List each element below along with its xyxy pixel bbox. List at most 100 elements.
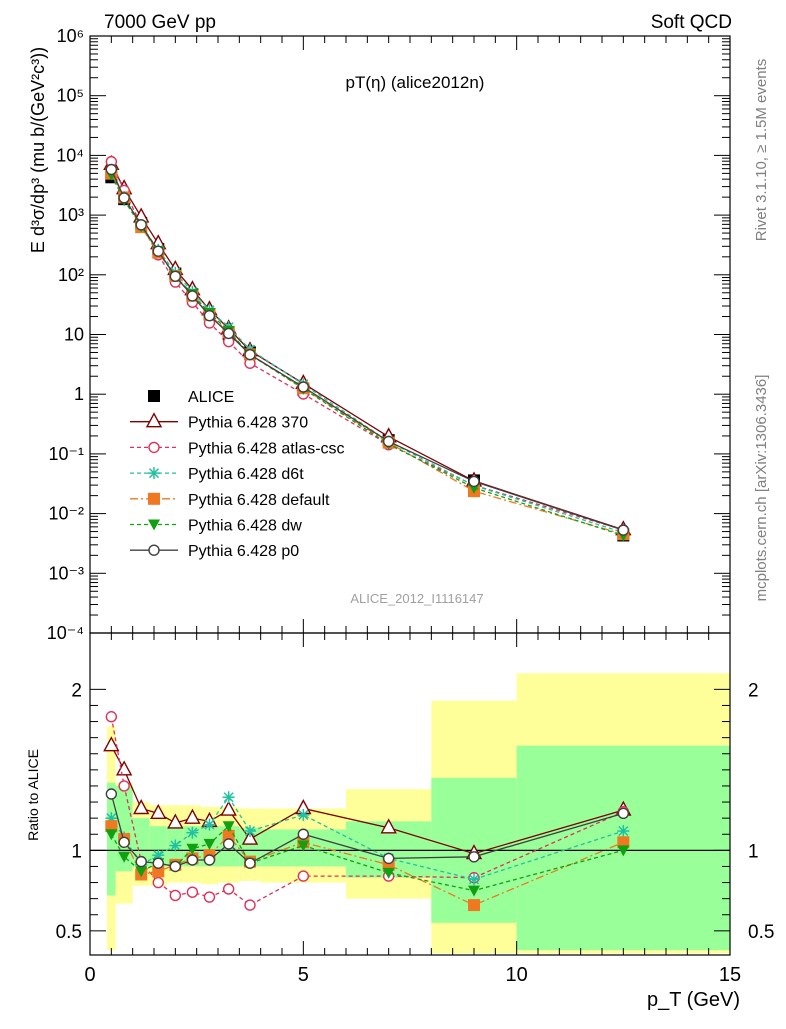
main-frame [89, 35, 731, 634]
main-point-pythia-6-428-p0 [617, 524, 630, 536]
ratio-point-pythia-6-428-dw [135, 866, 148, 878]
ratio-point-pythia-6-428-d6t-stroke [244, 825, 256, 837]
y-tick-label: 10⁻⁴ [47, 623, 84, 643]
ratio-point-pythia-6-428-atlas-csc [244, 899, 256, 911]
ratio-y-tick-label: 1 [71, 841, 82, 862]
main-point-pythia-6-428-p0 [135, 219, 147, 231]
legend-label: Pythia 6.428 dw [188, 518, 302, 535]
ratio-point-pythia-6-428-d6t-stroke [153, 850, 164, 861]
ratio-point-pythia-6-428-p0 [135, 855, 147, 868]
legend-marker [148, 467, 160, 480]
green-band-2 [132, 818, 150, 867]
ratio-point-pythia-6-428-dw [222, 821, 235, 833]
ratio-point-pythia-6-428-dw [118, 851, 131, 863]
legend-marker [148, 492, 160, 505]
ratio-point-pythia-6-428-p0 [468, 851, 480, 863]
ratio-point-pythia-6-428-atlas-csc [297, 870, 310, 882]
ratio-point-pythia-6-428-dw [297, 840, 310, 852]
ratio-uncertainty-bands [90, 673, 730, 954]
main-point-pythia-6-428-p0 [105, 163, 118, 176]
ratio-point-pythia-6-428-p0 [244, 857, 256, 869]
ratio-y-tick-label-right: 1 [748, 841, 759, 862]
main-point-pythia-6-428-p0 [186, 290, 199, 302]
legend-item-pythia-6-428-atlas-csc: Pythia 6.428 atlas-csc [130, 440, 345, 457]
y-tick-label: 10² [58, 265, 84, 285]
ratio-point-pythia-6-428-d6t-stroke [298, 809, 309, 820]
ratio-point-pythia-6-428-p0 [118, 836, 130, 848]
ratio-point-pythia-6-428-370 [167, 813, 184, 829]
x-tick-label: 0 [84, 964, 95, 986]
ratio-point-pythia-6-428-370 [133, 799, 150, 815]
ratio-point-pythia-6-428-default [617, 836, 630, 849]
series-layer [103, 154, 632, 912]
ratio-point-pythia-6-428-p0 [105, 788, 118, 800]
main-point-pythia-6-428-p0 [169, 270, 182, 282]
ratio-point-pythia-6-428-d6t-stroke [204, 819, 215, 830]
header-left: 7000 GeV pp [104, 12, 216, 33]
main-point-pythia-6-428-p0 [297, 381, 310, 393]
ratio-point-pythia-6-428-dw [382, 867, 395, 879]
legend-label: ALICE [188, 389, 234, 406]
ratio-point-pythia-6-428-atlas-csc [152, 876, 164, 889]
ratio-point-pythia-6-428-370 [380, 818, 397, 834]
y-tick-label: 10⁵ [57, 86, 84, 106]
plot-title: pT(η) (alice2012n) [346, 73, 485, 92]
x-tick-label: 10 [506, 964, 528, 986]
ratio-point-pythia-6-428-p0 [186, 854, 199, 866]
ratio-point-pythia-6-428-default [105, 820, 118, 833]
ratio-point-pythia-6-428-p0 [152, 857, 164, 869]
y-tick-label: 10 [64, 325, 84, 345]
y-tick-label: 10⁻¹ [48, 444, 84, 464]
ratio-point-pythia-6-428-dw [186, 843, 199, 855]
legend-marker [148, 390, 160, 402]
ratio-point-pythia-6-428-p0 [169, 860, 182, 873]
y-tick-label: 10⁻³ [48, 563, 84, 583]
y-tick-label: 10⁶ [57, 26, 84, 46]
ratio-point-pythia-6-428-atlas-csc [186, 886, 199, 898]
legend-item-alice: ALICE [148, 389, 234, 406]
ratio-point-pythia-6-428-d6t [222, 791, 235, 804]
ratio-point-pythia-6-428-p0 [203, 854, 216, 866]
legend-marker [148, 519, 160, 531]
x-tick-label: 5 [298, 964, 309, 986]
legend-item-pythia-6-428-d6t: Pythia 6.428 d6t [130, 466, 304, 483]
legend-marker [148, 544, 160, 556]
main-point-pythia-6-428-p0 [118, 192, 130, 204]
ratio-point-pythia-6-428-atlas-csc [118, 780, 130, 792]
ratio-point-pythia-6-428-dw [203, 838, 216, 850]
ratio-point-pythia-6-428-atlas-csc [169, 889, 182, 902]
ratio-point-pythia-6-428-d6t-stroke [468, 874, 480, 885]
ratio-point-pythia-6-428-d6t [203, 818, 216, 831]
analysis-id: ALICE_2012_I1116147 [350, 591, 483, 606]
legend-item-pythia-6-428-p0: Pythia 6.428 p0 [130, 543, 299, 560]
main-point-pythia-6-428-p0 [244, 348, 256, 361]
legend-label: Pythia 6.428 p0 [188, 543, 299, 560]
ratio-y-tick-label: 2 [71, 680, 82, 701]
legend-item-pythia-6-428-dw: Pythia 6.428 dw [130, 518, 302, 535]
main-point-pythia-6-428-p0 [203, 309, 216, 322]
ratio-point-pythia-6-428-p0 [297, 828, 310, 840]
ratio-axes: 0.5 0.5 1 1 2 2 0 5 10 15 [56, 632, 774, 986]
ratio-point-pythia-6-428-d6t [468, 873, 480, 886]
ratio-point-pythia-6-428-d6t-stroke [223, 792, 234, 803]
x-tick-label: 15 [719, 964, 741, 986]
legend-label: Pythia 6.428 atlas-csc [188, 440, 345, 457]
ratio-point-pythia-6-428-370 [184, 808, 201, 824]
ratio-y-tick-label-right: 2 [748, 680, 759, 701]
green-band-3 [149, 826, 167, 867]
y-tick-label: 10⁴ [56, 145, 84, 165]
ratio-point-pythia-6-428-default [222, 829, 235, 842]
legend: ALICE Pythia 6.428 370 Pythia 6.428 atlas-… [130, 389, 345, 560]
ratio-point-pythia-6-428-370 [241, 829, 259, 845]
main-point-pythia-6-428-p0 [382, 435, 395, 448]
mcplots-label: mcplots.cern.ch [arXiv:1306.3436] [753, 375, 770, 602]
ratio-point-pythia-6-428-d6t-stroke [187, 827, 198, 838]
ratio-y-axis-label: Ratio to ALICE [25, 749, 41, 841]
legend-marker [145, 412, 163, 428]
rivet-label: Rivet 3.1.10, ≥ 1.5M events [753, 59, 770, 242]
ratio-point-pythia-6-428-d6t-stroke [618, 825, 629, 837]
main-point-pythia-6-428-p0 [152, 245, 164, 257]
y-axis-label: E d³σ/dp³ (mu b/(GeV²c³)) [28, 47, 48, 253]
